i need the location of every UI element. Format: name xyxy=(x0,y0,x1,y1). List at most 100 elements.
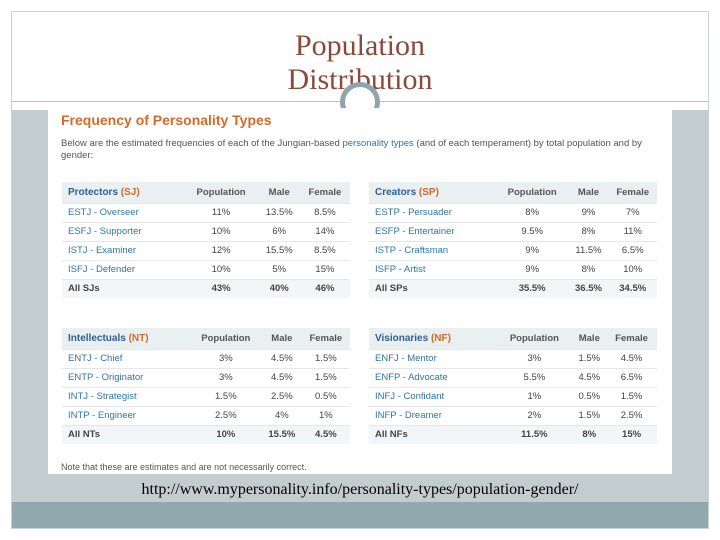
table-title-name: Visionaries xyxy=(375,332,429,344)
screenshot-intro: Below are the estimated frequencies of e… xyxy=(61,138,661,162)
population-cell: 9% xyxy=(495,259,569,279)
female-cell: 11% xyxy=(608,221,657,241)
table-title-name: Intellectuals xyxy=(68,332,126,344)
population-cell: 3% xyxy=(189,367,262,387)
table-row: ISFJ - Defender 10% 5% 15% xyxy=(62,259,350,279)
female-cell: 34.5% xyxy=(608,278,657,298)
table-visionaries: Visionaries (NF) Population Male Female … xyxy=(369,328,657,444)
table-title: Visionaries (NF) xyxy=(369,328,497,349)
type-cell: All NFs xyxy=(369,424,497,444)
population-cell: 3% xyxy=(189,348,262,368)
population-cell: 3% xyxy=(496,348,573,368)
population-cell: 1.5% xyxy=(189,386,262,406)
table-row: ENFJ - Mentor 3% 1.5% 4.5% xyxy=(369,348,657,368)
personality-types-link[interactable]: personality types xyxy=(342,138,414,149)
male-cell: 11.5% xyxy=(568,240,609,260)
table-row: INFJ - Confidant 1% 0.5% 1.5% xyxy=(369,386,657,406)
table-title: Creators (SP) xyxy=(369,182,496,203)
title-line-1: Population xyxy=(294,29,425,62)
table-row: ESFJ - Supporter 10% 6% 14% xyxy=(62,221,350,241)
table-total-row: All NFs 11.5% 8% 15% xyxy=(369,424,657,444)
col-female: Female xyxy=(606,328,657,349)
female-cell: 1.5% xyxy=(301,367,350,387)
table-row: ENFP - Advocate 5.5% 4.5% 6.5% xyxy=(369,367,657,387)
female-cell: 4.5% xyxy=(606,348,657,368)
intro-text-b: (and of each temperament) by total popul… xyxy=(61,138,642,161)
female-cell: 8.5% xyxy=(299,202,350,222)
population-cell: 8% xyxy=(495,202,569,222)
table-row: INFP - Dreamer 2% 1.5% 2.5% xyxy=(369,405,657,425)
female-cell: 15% xyxy=(606,424,657,444)
type-cell: All NTs xyxy=(62,424,190,444)
type-cell[interactable]: ENTP - Originator xyxy=(62,367,190,387)
type-cell[interactable]: ENFJ - Mentor xyxy=(369,348,497,368)
population-cell: 11% xyxy=(183,202,259,222)
male-cell: 13.5% xyxy=(258,202,300,222)
male-cell: 2.5% xyxy=(262,386,302,406)
bottom-accent-bar xyxy=(12,502,708,528)
type-cell[interactable]: ENTJ - Chief xyxy=(62,348,190,368)
type-cell[interactable]: INTP - Engineer xyxy=(62,405,190,425)
table-header-row: Protectors (SJ) Population Male Female xyxy=(62,182,350,203)
population-cell: 5.5% xyxy=(496,367,573,387)
type-cell[interactable]: ISFJ - Defender xyxy=(62,259,184,279)
table-row: ENTP - Originator 3% 4.5% 1.5% xyxy=(62,367,350,387)
type-cell[interactable]: INTJ - Strategist xyxy=(62,386,190,406)
male-cell: 15.5% xyxy=(258,240,300,260)
male-cell: 0.5% xyxy=(572,386,607,406)
table-row: ESTP - Persuader 8% 9% 7% xyxy=(369,202,657,222)
female-cell: 6.5% xyxy=(606,367,657,387)
col-population: Population xyxy=(495,182,569,203)
type-cell[interactable]: ISFP - Artist xyxy=(369,259,496,279)
population-cell: 10% xyxy=(189,424,262,444)
table-title-name: Protectors xyxy=(68,186,119,198)
screenshot-heading: Frequency of Personality Types xyxy=(61,112,272,128)
population-cell: 12% xyxy=(183,240,259,260)
table-intellectuals: Intellectuals (NT) Population Male Femal… xyxy=(62,328,350,444)
population-cell: 43% xyxy=(183,278,259,298)
type-cell[interactable]: ISTP - Craftsman xyxy=(369,240,496,260)
table-row: INTP - Engineer 2.5% 4% 1% xyxy=(62,405,350,425)
type-cell[interactable]: INFJ - Confidant xyxy=(369,386,497,406)
population-cell: 11.5% xyxy=(496,424,573,444)
table-creators: Creators (SP) Population Male Female EST… xyxy=(369,182,657,298)
population-cell: 10% xyxy=(183,259,259,279)
table-title-abbr: (SP) xyxy=(418,186,439,198)
male-cell: 1.5% xyxy=(572,405,607,425)
male-cell: 4% xyxy=(262,405,302,425)
table-title: Protectors (SJ) xyxy=(62,182,184,203)
type-cell[interactable]: ESTP - Persuader xyxy=(369,202,496,222)
male-cell: 8% xyxy=(568,221,609,241)
type-cell[interactable]: INFP - Dreamer xyxy=(369,405,497,425)
col-female: Female xyxy=(301,328,350,349)
table-total-row: All SJs 43% 40% 46% xyxy=(62,278,350,298)
male-cell: 36.5% xyxy=(568,278,609,298)
slide-frame xyxy=(11,11,709,529)
type-cell[interactable]: ENFP - Advocate xyxy=(369,367,497,387)
female-cell: 7% xyxy=(608,202,657,222)
population-cell: 9% xyxy=(495,240,569,260)
col-male: Male xyxy=(568,182,609,203)
type-cell[interactable]: ESTJ - Overseer xyxy=(62,202,184,222)
population-cell: 2.5% xyxy=(189,405,262,425)
screenshot-note: Note that these are estimates and are no… xyxy=(61,462,307,472)
male-cell: 4.5% xyxy=(572,367,607,387)
population-cell: 9.5% xyxy=(495,221,569,241)
male-cell: 4.5% xyxy=(262,367,302,387)
female-cell: 46% xyxy=(299,278,350,298)
type-cell[interactable]: ISTJ - Examiner xyxy=(62,240,184,260)
male-cell: 1.5% xyxy=(572,348,607,368)
table-row: ISFP - Artist 9% 8% 10% xyxy=(369,259,657,279)
type-cell[interactable]: ESFP - Entertainer xyxy=(369,221,496,241)
female-cell: 0.5% xyxy=(301,386,350,406)
male-cell: 15.5% xyxy=(262,424,302,444)
intro-text-a: Below are the estimated frequencies of e… xyxy=(61,138,343,149)
male-cell: 40% xyxy=(258,278,300,298)
col-female: Female xyxy=(608,182,657,203)
type-cell[interactable]: ESFJ - Supporter xyxy=(62,221,184,241)
table-total-row: All SPs 35.5% 36.5% 34.5% xyxy=(369,278,657,298)
table-header-row: Intellectuals (NT) Population Male Femal… xyxy=(62,328,350,349)
female-cell: 14% xyxy=(299,221,350,241)
source-url[interactable]: http://www.mypersonality.info/personalit… xyxy=(141,481,579,498)
table-title-abbr: (SJ) xyxy=(120,186,140,198)
